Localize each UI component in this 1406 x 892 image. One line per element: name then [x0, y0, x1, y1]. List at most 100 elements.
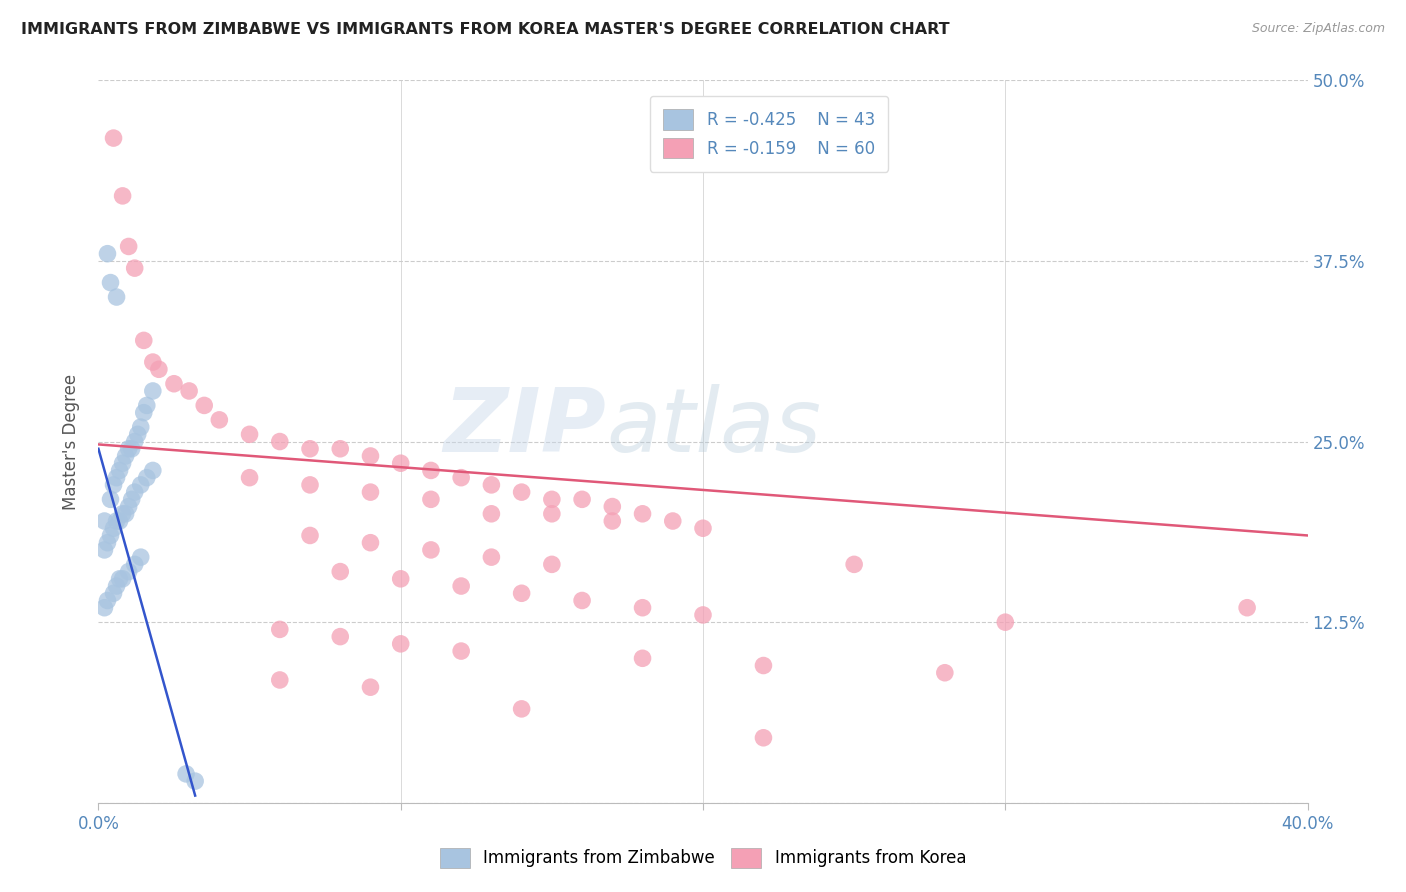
Point	[135, 398, 157, 412]
Point	[96, 593, 118, 607]
Point	[93, 542, 115, 557]
Point	[329, 630, 352, 644]
Point	[752, 658, 775, 673]
Y-axis label: Master's Degree: Master's Degree	[62, 374, 80, 509]
Point	[124, 434, 146, 449]
Point	[129, 420, 152, 434]
Point	[481, 550, 503, 565]
Point	[510, 702, 533, 716]
Legend: Immigrants from Zimbabwe, Immigrants from Korea: Immigrants from Zimbabwe, Immigrants fro…	[433, 841, 973, 875]
Point	[103, 131, 125, 145]
Text: IMMIGRANTS FROM ZIMBABWE VS IMMIGRANTS FROM KOREA MASTER'S DEGREE CORRELATION CH: IMMIGRANTS FROM ZIMBABWE VS IMMIGRANTS F…	[21, 22, 949, 37]
Point	[269, 434, 291, 449]
Point	[631, 600, 654, 615]
Point	[96, 246, 118, 260]
Point	[510, 586, 533, 600]
Text: atlas: atlas	[606, 384, 821, 470]
Point	[269, 623, 291, 637]
Point	[132, 334, 155, 348]
Point	[631, 651, 654, 665]
Point	[108, 463, 131, 477]
Point	[389, 572, 412, 586]
Point	[299, 528, 322, 542]
Point	[208, 413, 231, 427]
Legend: R = -0.425    N = 43, R = -0.159    N = 60: R = -0.425 N = 43, R = -0.159 N = 60	[650, 95, 889, 171]
Point	[540, 492, 562, 507]
Point	[111, 456, 134, 470]
Point	[127, 427, 149, 442]
Point	[103, 586, 125, 600]
Point	[100, 276, 122, 290]
Point	[105, 514, 128, 528]
Point	[124, 485, 146, 500]
Point	[299, 442, 322, 456]
Point	[93, 600, 115, 615]
Point	[360, 535, 382, 549]
Point	[571, 492, 593, 507]
Point	[631, 507, 654, 521]
Point	[844, 558, 866, 572]
Point	[510, 485, 533, 500]
Point	[420, 463, 443, 477]
Point	[96, 535, 118, 549]
Point	[571, 593, 593, 607]
Point	[450, 644, 472, 658]
Point	[450, 579, 472, 593]
Point	[114, 449, 136, 463]
Point	[111, 572, 134, 586]
Point	[163, 376, 186, 391]
Point	[129, 550, 152, 565]
Point	[103, 478, 125, 492]
Point	[118, 565, 141, 579]
Point	[135, 470, 157, 484]
Point	[118, 239, 141, 253]
Point	[184, 774, 207, 789]
Point	[132, 406, 155, 420]
Point	[602, 514, 624, 528]
Point	[193, 398, 215, 412]
Point	[360, 485, 382, 500]
Point	[105, 290, 128, 304]
Point	[100, 528, 122, 542]
Point	[111, 189, 134, 203]
Point	[481, 507, 503, 521]
Point	[602, 500, 624, 514]
Point	[389, 456, 412, 470]
Point	[114, 507, 136, 521]
Point	[118, 500, 141, 514]
Point	[692, 607, 714, 622]
Point	[420, 492, 443, 507]
Point	[389, 637, 412, 651]
Point	[540, 558, 562, 572]
Point	[142, 463, 165, 477]
Point	[360, 449, 382, 463]
Point	[108, 572, 131, 586]
Point	[481, 478, 503, 492]
Text: Source: ZipAtlas.com: Source: ZipAtlas.com	[1251, 22, 1385, 36]
Point	[129, 478, 152, 492]
Point	[299, 478, 322, 492]
Point	[121, 492, 143, 507]
Point	[111, 507, 134, 521]
Point	[179, 384, 201, 398]
Point	[105, 470, 128, 484]
Point	[174, 767, 197, 781]
Point	[105, 579, 128, 593]
Point	[121, 442, 143, 456]
Point	[148, 362, 170, 376]
Point	[93, 514, 115, 528]
Point	[124, 261, 146, 276]
Point	[124, 558, 146, 572]
Point	[540, 507, 562, 521]
Point	[752, 731, 775, 745]
Point	[239, 470, 262, 484]
Point	[269, 673, 291, 687]
Point	[934, 665, 956, 680]
Point	[239, 427, 262, 442]
Point	[329, 565, 352, 579]
Text: ZIP: ZIP	[443, 384, 606, 471]
Point	[118, 442, 141, 456]
Point	[142, 355, 165, 369]
Point	[420, 542, 443, 557]
Point	[329, 442, 352, 456]
